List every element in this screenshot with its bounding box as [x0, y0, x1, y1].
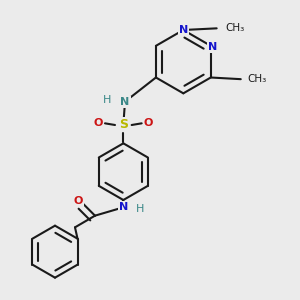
Text: N: N — [179, 25, 188, 35]
Text: CH₃: CH₃ — [248, 74, 267, 84]
Text: CH₃: CH₃ — [225, 23, 244, 33]
Text: O: O — [144, 118, 153, 128]
Text: N: N — [208, 43, 217, 52]
Text: H: H — [136, 204, 144, 214]
Text: O: O — [94, 118, 103, 128]
Text: S: S — [119, 118, 128, 131]
Text: O: O — [74, 196, 83, 206]
Text: N: N — [119, 202, 128, 212]
Text: N: N — [120, 97, 130, 107]
Text: H: H — [103, 95, 111, 105]
